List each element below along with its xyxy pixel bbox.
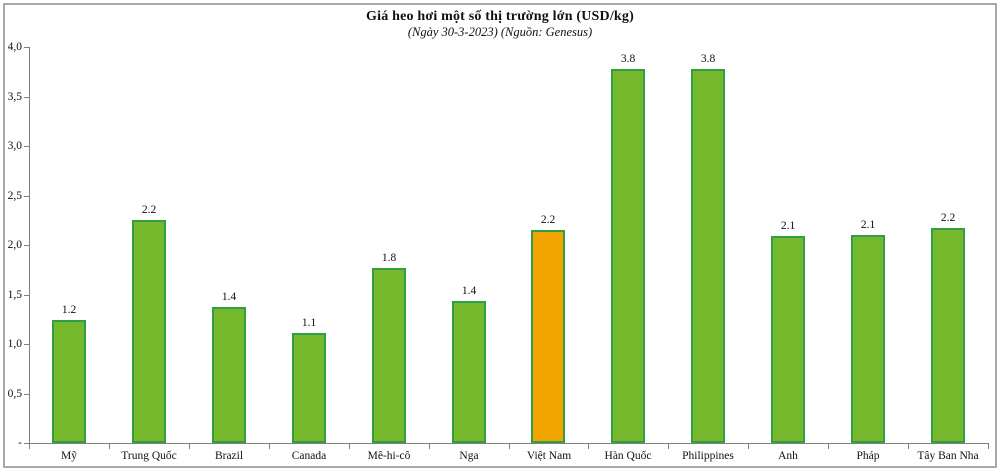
x-axis-tick: [508, 444, 510, 449]
chart-bar-10: [771, 236, 805, 443]
category-label: Mỹ: [61, 450, 77, 462]
y-axis-tick: [24, 393, 29, 395]
x-axis-tick: [668, 444, 670, 449]
y-axis-tick-label: 3,0: [7, 140, 22, 152]
y-axis-tick-label: -: [18, 437, 22, 449]
bar-value-label: 1.1: [301, 317, 317, 329]
bar-value-label: 1.4: [461, 285, 477, 297]
category-label: Trung Quốc: [121, 450, 177, 462]
y-axis-tick: [24, 47, 29, 48]
chart-bar-12: [931, 228, 965, 443]
x-axis-tick: [29, 444, 30, 449]
bar-value-label: 2.1: [780, 220, 796, 232]
chart-bar-8: [611, 69, 645, 443]
category-label: Mê-hi-cô: [367, 450, 411, 462]
chart-bar-1: [52, 320, 86, 443]
category-label: Tây Ban Nha: [917, 450, 979, 462]
x-axis-tick: [908, 444, 910, 449]
x-axis-tick: [188, 444, 190, 449]
bar-value-label: 2.2: [540, 214, 556, 226]
category-label: Brazil: [214, 450, 244, 462]
category-label: Nga: [459, 450, 479, 462]
chart-bar-11: [851, 235, 885, 443]
category-label: Pháp: [856, 450, 880, 462]
y-axis-tick: [24, 344, 29, 345]
category-label: Philippines: [682, 450, 734, 462]
x-axis-tick: [748, 444, 750, 449]
x-axis-tick: [828, 444, 830, 449]
category-label: Anh: [778, 450, 798, 462]
bar-value-label: 2.1: [860, 219, 876, 231]
x-axis-tick: [348, 444, 350, 449]
y-axis-tick-label: 2,0: [7, 239, 22, 251]
chart-bar-9: [691, 69, 725, 443]
y-axis-tick: [24, 443, 29, 444]
y-axis-tick: [24, 146, 29, 147]
category-label: Hàn Quốc: [604, 450, 652, 462]
category-label: Việt Nam: [526, 450, 572, 462]
category-label: Canada: [291, 450, 327, 462]
x-axis-tick: [988, 444, 989, 449]
bar-value-label: 1.4: [221, 291, 237, 303]
x-axis-tick: [428, 444, 430, 449]
bar-value-label: 2.2: [141, 204, 157, 216]
y-axis-tick-label: 2,5: [7, 189, 22, 202]
y-axis-tick: [24, 294, 29, 296]
x-axis-tick: [268, 444, 270, 449]
chart-bar-2: [132, 220, 166, 443]
chart-subtitle: (Ngày 30-3-2023) (Nguồn: Genesus): [407, 25, 593, 39]
y-axis-tick-label: 0,5: [7, 387, 22, 400]
bar-value-label: 3.8: [700, 53, 716, 65]
bar-value-label: 2.2: [940, 212, 956, 224]
chart-bar-5: [372, 268, 406, 443]
y-axis-tick-label: 1,5: [7, 288, 22, 301]
y-axis-tick-label: 4,0: [7, 41, 22, 53]
chart-bar-7: [531, 230, 565, 443]
plot-area: [29, 47, 989, 444]
bar-value-label: 1.2: [61, 304, 77, 316]
bar-value-label: 3.8: [620, 53, 636, 65]
bar-value-label: 1.8: [381, 252, 397, 264]
chart-bar-4: [292, 333, 326, 443]
y-axis-tick: [24, 96, 29, 98]
y-axis-tick-label: 1,0: [7, 338, 22, 350]
y-axis-tick-label: 3,5: [7, 90, 22, 103]
chart-bar-3: [212, 307, 246, 443]
chart-title: Giá heo hơi một số thị trường lớn (USD/k…: [366, 9, 634, 24]
x-axis-tick: [588, 444, 590, 449]
chart-bar-6: [452, 301, 486, 443]
x-axis-tick: [108, 444, 110, 449]
y-axis-tick: [24, 245, 29, 246]
y-axis-tick: [24, 195, 29, 197]
